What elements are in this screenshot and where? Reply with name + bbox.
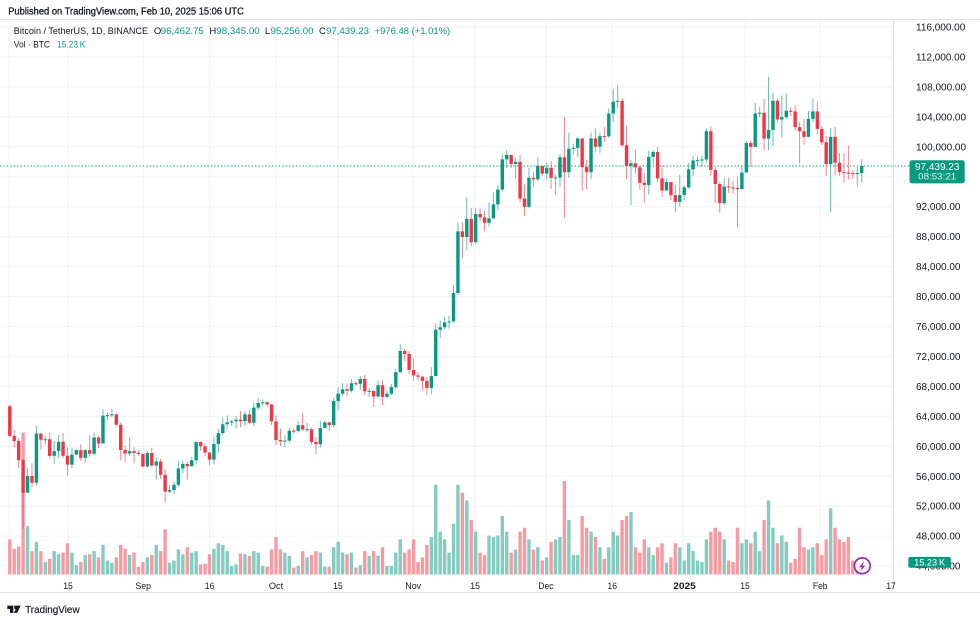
svg-text:100,000.00: 100,000.00: [916, 142, 966, 153]
svg-text:16: 16: [205, 581, 215, 592]
svg-text:80,000.00: 80,000.00: [916, 292, 961, 303]
svg-text:56,000.00: 56,000.00: [916, 472, 961, 483]
svg-text:84,000.00: 84,000.00: [916, 262, 961, 273]
svg-text:15: 15: [63, 581, 73, 592]
svg-text:108,000.00: 108,000.00: [916, 82, 966, 93]
svg-text:2025: 2025: [673, 581, 696, 592]
svg-text:64,000.00: 64,000.00: [916, 412, 961, 423]
svg-text:15: 15: [740, 581, 750, 592]
svg-text:15.23 K: 15.23 K: [914, 557, 946, 567]
svg-text:52,000.00: 52,000.00: [916, 502, 961, 513]
svg-text:TradingView: TradingView: [25, 605, 80, 616]
svg-text:95,256.00: 95,256.00: [271, 26, 314, 37]
svg-text:48,000.00: 48,000.00: [916, 532, 961, 543]
svg-text:Bitcoin / TetherUS, 1D, BINANC: Bitcoin / TetherUS, 1D, BINANCE: [14, 26, 148, 37]
svg-text:Feb: Feb: [813, 581, 828, 592]
svg-text:104,000.00: 104,000.00: [916, 112, 966, 123]
svg-text:Nov: Nov: [405, 581, 421, 592]
svg-text:88,000.00: 88,000.00: [916, 232, 961, 243]
svg-text:+976.48 (+1.01%): +976.48 (+1.01%): [375, 26, 451, 37]
svg-text:15: 15: [470, 581, 480, 592]
svg-text:C: C: [319, 26, 326, 37]
svg-text:L: L: [265, 26, 270, 37]
svg-text:68,000.00: 68,000.00: [916, 382, 961, 393]
svg-text:60,000.00: 60,000.00: [916, 442, 961, 453]
svg-text:72,000.00: 72,000.00: [916, 352, 961, 363]
svg-text:98,345.00: 98,345.00: [216, 26, 259, 37]
svg-text:Oct: Oct: [269, 581, 284, 592]
svg-text:17: 17: [886, 581, 896, 592]
svg-text:16: 16: [608, 581, 618, 592]
svg-text:Sep: Sep: [135, 581, 151, 592]
svg-text:112,000.00: 112,000.00: [916, 53, 966, 64]
svg-text:H: H: [209, 26, 216, 37]
svg-text:15.23 K: 15.23 K: [57, 39, 86, 50]
svg-text:08:53:21: 08:53:21: [918, 171, 956, 182]
svg-text:97,439.23: 97,439.23: [915, 162, 960, 173]
svg-text:97,439.23: 97,439.23: [326, 26, 369, 37]
svg-text:15: 15: [333, 581, 343, 592]
svg-text:Dec: Dec: [538, 581, 553, 592]
svg-text:116,000.00: 116,000.00: [916, 23, 966, 34]
svg-text:92,000.00: 92,000.00: [916, 202, 961, 213]
svg-text:96,462.75: 96,462.75: [161, 26, 204, 37]
svg-text:Published on TradingView.com,: Published on TradingView.com, Feb 10, 20…: [8, 6, 244, 17]
svg-text:Vol · BTC: Vol · BTC: [14, 39, 50, 50]
svg-text:O: O: [154, 26, 161, 37]
svg-text:76,000.00: 76,000.00: [916, 322, 961, 333]
